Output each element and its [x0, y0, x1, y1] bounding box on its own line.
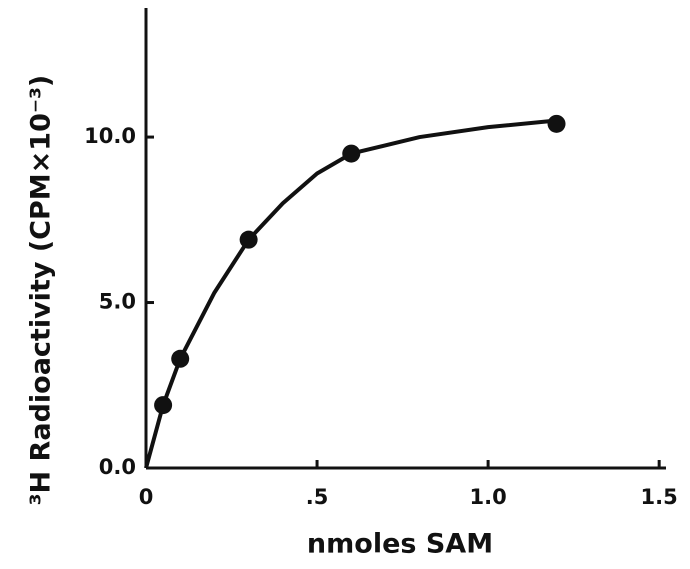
x-tick-label: 1.0: [470, 485, 507, 509]
data-point: [239, 230, 258, 249]
x-tick-label: 0: [139, 485, 154, 509]
y-tick-label: 5.0: [99, 290, 136, 314]
x-tick-label: .5: [306, 485, 329, 509]
y-tick-label: 0.0: [99, 455, 136, 479]
fit-curve: [144, 118, 557, 469]
y-tick-label: 10.0: [84, 124, 136, 148]
data-point: [547, 114, 566, 133]
data-point: [154, 396, 173, 415]
x-axis-label: nmoles SAM: [307, 529, 493, 560]
y-axis-label: ³H Radioactivity (CPM×10⁻³): [26, 75, 57, 506]
data-point: [171, 349, 190, 368]
x-tick-label: 1.5: [641, 485, 678, 509]
data-point: [342, 144, 361, 163]
